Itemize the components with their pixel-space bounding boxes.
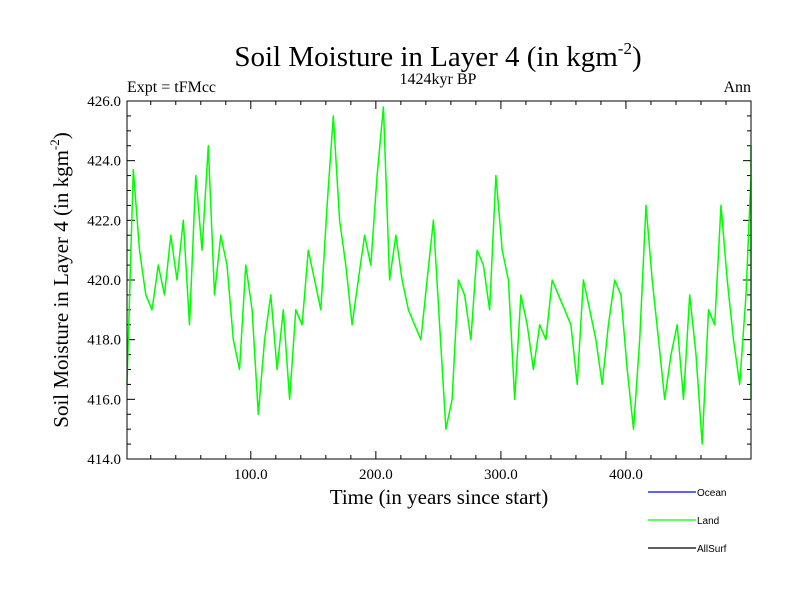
- plot-frame: [126, 100, 752, 460]
- legend-label-land: Land: [697, 516, 719, 527]
- y-axis-label-sup: -2: [47, 139, 62, 150]
- x-tick-label: 100.0: [234, 467, 268, 483]
- x-tick-label: 200.0: [359, 467, 393, 483]
- chart-subtitle: 1424kyr BP: [400, 71, 477, 88]
- chart-title-sup: -2: [618, 39, 632, 58]
- series-line-land: [126, 106, 752, 445]
- x-tick-label: 400.0: [609, 467, 643, 483]
- y-axis-label: Soil Moisture in Layer 4 (in kgm-2): [47, 132, 73, 427]
- legend-label-allsurf: AllSurf: [697, 544, 727, 555]
- y-axis-label-tail: ): [49, 132, 73, 139]
- y-tick-label: 422.0: [87, 213, 121, 229]
- x-axis-label: Time (in years since start): [330, 485, 549, 509]
- y-tick-label: 414.0: [87, 452, 121, 468]
- y-tick-label: 420.0: [87, 273, 121, 289]
- title-block: Soil Moisture in Layer 4 (in kgm-2) 1424…: [127, 39, 751, 96]
- x-tick-label: 300.0: [484, 467, 518, 483]
- season-label: Ann: [723, 79, 751, 96]
- y-tick-label: 426.0: [87, 94, 121, 110]
- y-tick-label: 416.0: [87, 392, 121, 408]
- chart-title-main: Soil Moisture in Layer 4 (in kgm: [234, 41, 618, 73]
- chart-title: Soil Moisture in Layer 4 (in kgm-2): [234, 39, 641, 73]
- x-axis: 100.0 200.0 300.0 400.0: [150, 101, 727, 483]
- y-tick-label: 424.0: [87, 154, 121, 170]
- y-axis-label-main: Soil Moisture in Layer 4 (in kgm: [49, 150, 73, 428]
- chart-title-tail: ): [632, 41, 642, 73]
- experiment-label: Expt = tFMcc: [127, 79, 216, 96]
- legend-label-ocean: Ocean: [697, 488, 726, 499]
- legend: Ocean Land AllSurf: [648, 488, 727, 555]
- y-axis: 414.0 416.0 418.0 420.0 422.0 424.0 426.0: [87, 94, 751, 468]
- y-tick-label: 418.0: [87, 333, 121, 349]
